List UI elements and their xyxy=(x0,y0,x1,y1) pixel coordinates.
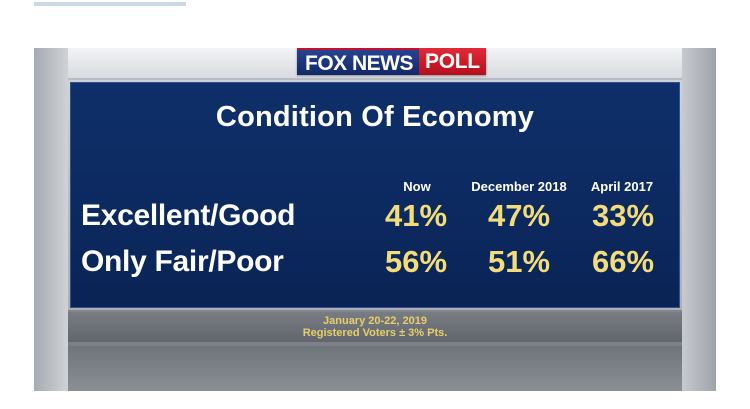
column-header-april-2017: April 2017 xyxy=(590,179,654,194)
row-label-excellent-good: Excellent/Good xyxy=(81,199,296,232)
poll-date: January 20-22, 2019 xyxy=(323,315,427,327)
logo-header-strip: FOX NEWS POLL xyxy=(68,48,682,78)
value-excellent-good-dec-2018: 47% xyxy=(487,198,551,233)
logo-poll-text: POLL xyxy=(419,48,486,75)
column-header-december-2018: December 2018 xyxy=(471,179,567,194)
studio-background-right xyxy=(682,48,716,391)
studio-floor xyxy=(68,346,682,391)
value-only-fair-poor-dec-2018: 51% xyxy=(487,244,551,279)
studio-background-left xyxy=(34,48,68,391)
broadcast-frame: FOX NEWS POLL Condition Of Economy Now D… xyxy=(34,48,716,391)
value-excellent-good-now: 41% xyxy=(384,198,448,233)
row-label-only-fair-poor: Only Fair/Poor xyxy=(81,245,284,278)
value-excellent-good-apr-2017: 33% xyxy=(591,198,655,233)
top-divider-line xyxy=(34,2,186,6)
value-only-fair-poor-now: 56% xyxy=(384,244,448,279)
poll-margin-note: Registered Voters ± 3% Pts. xyxy=(302,327,448,339)
value-only-fair-poor-apr-2017: 66% xyxy=(591,244,655,279)
poll-results-board: Condition Of Economy Now December 2018 A… xyxy=(70,82,680,308)
fox-news-poll-logo: FOX NEWS POLL xyxy=(297,48,486,75)
column-header-now: Now xyxy=(403,179,431,194)
poll-source-footer: January 20-22, 2019 Registered Voters ± … xyxy=(68,312,682,342)
logo-network-text: FOX NEWS xyxy=(297,48,420,75)
board-title: Condition Of Economy xyxy=(215,101,535,133)
